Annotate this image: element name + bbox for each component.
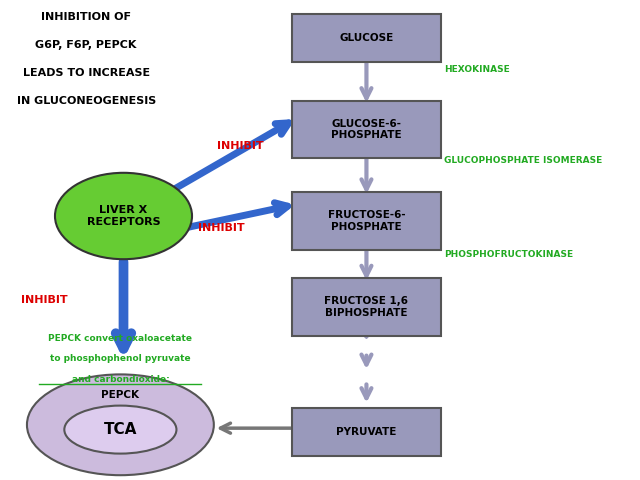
Text: LIVER X
RECEPTORS: LIVER X RECEPTORS [86, 205, 160, 227]
Text: INHIBIT: INHIBIT [198, 223, 245, 233]
Text: TCA: TCA [104, 422, 137, 437]
Text: PYRUVATE: PYRUVATE [336, 427, 397, 437]
Text: INHIBIT: INHIBIT [20, 295, 67, 305]
Ellipse shape [65, 406, 177, 454]
Text: PEPCK convert oxaloacetate: PEPCK convert oxaloacetate [49, 334, 193, 343]
FancyBboxPatch shape [292, 101, 441, 158]
FancyBboxPatch shape [292, 192, 441, 250]
Text: G6P, F6P, PEPCK: G6P, F6P, PEPCK [35, 40, 137, 50]
Text: and carbondioxide:: and carbondioxide: [72, 375, 169, 384]
FancyBboxPatch shape [292, 408, 441, 456]
Text: HEXOKINASE: HEXOKINASE [444, 65, 510, 74]
Text: FRUCTOSE 1,6
BIPHOSPHATE: FRUCTOSE 1,6 BIPHOSPHATE [324, 296, 408, 318]
Text: GLUCOSE-6-
PHOSPHATE: GLUCOSE-6- PHOSPHATE [331, 119, 402, 141]
Ellipse shape [27, 374, 214, 475]
Text: PEPCK: PEPCK [101, 390, 140, 400]
Text: LEADS TO INCREASE: LEADS TO INCREASE [22, 68, 150, 78]
Text: GLUCOPHOSPHATE ISOMERASE: GLUCOPHOSPHATE ISOMERASE [444, 156, 602, 165]
Text: PHOSPHOFRUCTOKINASE: PHOSPHOFRUCTOKINASE [444, 250, 573, 259]
Text: GLUCOSE: GLUCOSE [339, 34, 394, 43]
Text: IN GLUCONEOGENESIS: IN GLUCONEOGENESIS [17, 96, 156, 106]
FancyBboxPatch shape [292, 14, 441, 62]
FancyBboxPatch shape [292, 278, 441, 336]
Text: INHIBIT: INHIBIT [217, 142, 264, 151]
Text: FRUCTOSE-6-
PHOSPHATE: FRUCTOSE-6- PHOSPHATE [328, 210, 405, 231]
Ellipse shape [55, 173, 192, 259]
Text: INHIBITION OF: INHIBITION OF [41, 12, 131, 22]
Text: to phosphophenol pyruvate: to phosphophenol pyruvate [50, 354, 191, 363]
